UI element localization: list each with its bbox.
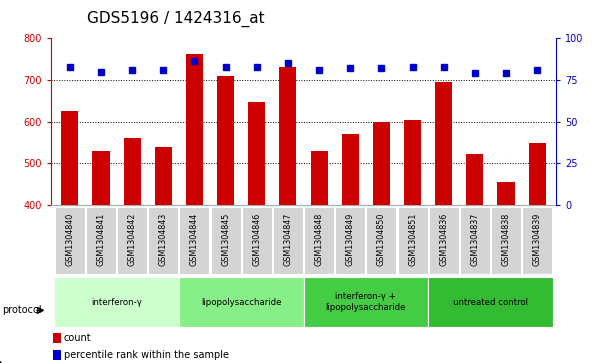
- Bar: [53, 350, 61, 360]
- Bar: [428, 277, 553, 327]
- Bar: [460, 207, 490, 274]
- Bar: [429, 207, 459, 274]
- Text: GSM1304845: GSM1304845: [221, 212, 230, 266]
- Text: protocol: protocol: [2, 305, 42, 315]
- Bar: [86, 207, 116, 274]
- Bar: [217, 76, 234, 205]
- Bar: [186, 54, 203, 205]
- Bar: [248, 102, 265, 205]
- Text: GSM1304837: GSM1304837: [471, 212, 480, 266]
- Text: lipopolysaccharide: lipopolysaccharide: [201, 298, 281, 307]
- Text: GSM1304838: GSM1304838: [502, 212, 511, 266]
- Text: GSM1304851: GSM1304851: [408, 212, 417, 266]
- Bar: [279, 68, 296, 205]
- Bar: [373, 122, 390, 205]
- Bar: [124, 138, 141, 205]
- Bar: [491, 207, 521, 274]
- Text: GSM1304842: GSM1304842: [127, 212, 136, 266]
- Bar: [93, 151, 109, 205]
- Text: GDS5196 / 1424316_at: GDS5196 / 1424316_at: [87, 11, 265, 27]
- Bar: [311, 151, 328, 205]
- Bar: [335, 207, 365, 274]
- Bar: [466, 154, 483, 205]
- Bar: [522, 207, 552, 274]
- Text: GSM1304844: GSM1304844: [190, 212, 199, 266]
- Text: percentile rank within the sample: percentile rank within the sample: [64, 350, 228, 360]
- Text: untreated control: untreated control: [453, 298, 528, 307]
- Text: interferon-γ +
lipopolysaccharide: interferon-γ + lipopolysaccharide: [326, 293, 406, 312]
- Text: GSM1304849: GSM1304849: [346, 212, 355, 266]
- Bar: [61, 111, 78, 205]
- Bar: [398, 207, 427, 274]
- Bar: [498, 182, 514, 205]
- Text: GSM1304843: GSM1304843: [159, 212, 168, 266]
- Bar: [210, 207, 240, 274]
- Bar: [54, 277, 179, 327]
- Text: GSM1304839: GSM1304839: [532, 212, 542, 266]
- Bar: [242, 207, 272, 274]
- Text: GSM1304846: GSM1304846: [252, 212, 261, 266]
- Bar: [148, 207, 178, 274]
- Bar: [404, 119, 421, 205]
- Text: GSM1304847: GSM1304847: [284, 212, 293, 266]
- Bar: [179, 277, 304, 327]
- Text: GSM1304841: GSM1304841: [96, 212, 105, 266]
- Bar: [117, 207, 147, 274]
- Bar: [304, 277, 428, 327]
- Bar: [304, 207, 334, 274]
- Text: count: count: [64, 333, 91, 343]
- Bar: [273, 207, 303, 274]
- Text: GSM1304840: GSM1304840: [66, 212, 75, 266]
- Bar: [180, 207, 209, 274]
- Bar: [435, 82, 453, 205]
- Bar: [342, 134, 359, 205]
- Bar: [529, 143, 546, 205]
- Text: interferon-γ: interferon-γ: [91, 298, 142, 307]
- Text: GSM1304836: GSM1304836: [439, 212, 448, 266]
- Bar: [367, 207, 397, 274]
- Text: GSM1304850: GSM1304850: [377, 212, 386, 266]
- Bar: [154, 147, 172, 205]
- Bar: [55, 207, 85, 274]
- Bar: [53, 333, 61, 343]
- Text: GSM1304848: GSM1304848: [314, 212, 323, 266]
